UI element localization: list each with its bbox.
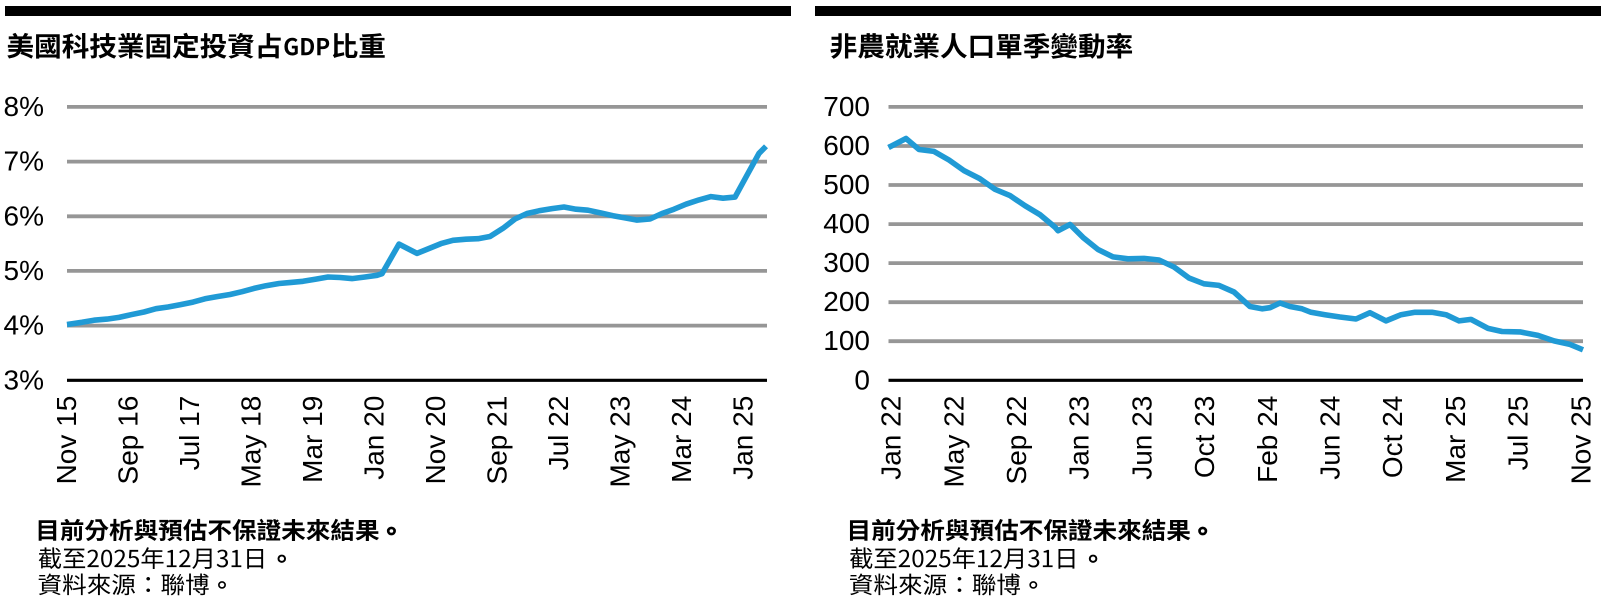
svg-text:Jul 17: Jul 17 <box>174 396 205 471</box>
svg-text:Nov 15: Nov 15 <box>51 396 82 485</box>
svg-text:8%: 8% <box>4 91 44 122</box>
svg-text:3%: 3% <box>4 364 44 395</box>
svg-text:Nov 25: Nov 25 <box>1565 396 1596 485</box>
svg-text:May 18: May 18 <box>236 396 267 488</box>
svg-text:300: 300 <box>823 247 870 278</box>
svg-text:Jun 23: Jun 23 <box>1126 396 1157 480</box>
svg-text:7%: 7% <box>4 146 44 177</box>
svg-text:Oct 24: Oct 24 <box>1377 396 1408 478</box>
svg-text:0: 0 <box>854 364 870 395</box>
svg-text:Jul 25: Jul 25 <box>1503 396 1534 471</box>
svg-text:500: 500 <box>823 169 870 200</box>
svg-text:700: 700 <box>823 91 870 122</box>
svg-text:200: 200 <box>823 286 870 317</box>
svg-text:Jan 23: Jan 23 <box>1064 396 1095 480</box>
svg-text:6%: 6% <box>4 200 44 231</box>
svg-text:May 22: May 22 <box>938 396 969 488</box>
svg-text:Sep 22: Sep 22 <box>1001 396 1032 485</box>
svg-text:Jan 22: Jan 22 <box>876 396 907 480</box>
svg-text:Mar 24: Mar 24 <box>666 396 697 483</box>
svg-text:May 23: May 23 <box>605 396 636 488</box>
svg-text:5%: 5% <box>4 255 44 286</box>
svg-text:Oct 23: Oct 23 <box>1189 396 1220 478</box>
svg-text:Jan 20: Jan 20 <box>359 396 390 480</box>
svg-text:4%: 4% <box>4 310 44 341</box>
svg-text:Jun 24: Jun 24 <box>1315 396 1346 480</box>
svg-text:Mar 25: Mar 25 <box>1440 396 1471 483</box>
svg-text:Jul 22: Jul 22 <box>543 396 574 471</box>
svg-text:Jan 25: Jan 25 <box>728 396 759 480</box>
svg-text:600: 600 <box>823 130 870 161</box>
svg-text:400: 400 <box>823 208 870 239</box>
svg-text:Mar 19: Mar 19 <box>297 396 328 483</box>
svg-text:Nov 20: Nov 20 <box>420 396 451 485</box>
svg-text:Sep 16: Sep 16 <box>113 396 144 485</box>
svg-text:100: 100 <box>823 325 870 356</box>
svg-text:Sep 21: Sep 21 <box>482 396 513 485</box>
svg-text:Feb 24: Feb 24 <box>1252 396 1283 483</box>
